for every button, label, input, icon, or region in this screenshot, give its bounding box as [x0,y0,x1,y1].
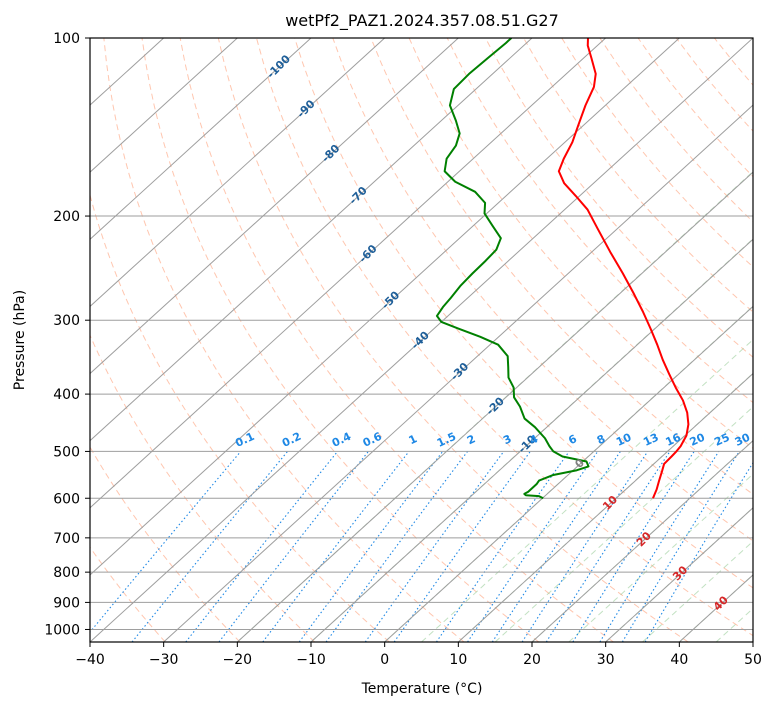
mixing-ratio-line [325,451,468,642]
y-tick-label: 400 [53,387,80,403]
x-tick-label: 0 [380,652,389,668]
dry-adiabat [294,38,753,589]
isotherm-line [90,38,533,442]
mixing-ratio-line [298,451,444,642]
x-tick-label: −30 [149,652,179,668]
isotherm-line [90,38,753,642]
x-tick-label: −10 [296,652,326,668]
isotherm-line [90,38,680,576]
isotherm-line [90,38,607,509]
dry-adiabat [446,38,753,404]
mixing-ratio-line [90,451,242,633]
mixing-ratio-line [262,451,410,642]
isotherm-line [90,38,312,241]
mixing-ratio-label: 36 [753,431,773,449]
dry-adiabat [90,546,166,642]
chart-title: wetPf2_PAZ1.2024.357.08.51.G27 [285,11,559,31]
dry-adiabat [217,38,689,642]
y-tick-label: 800 [53,565,80,581]
isotherm-line [605,507,753,642]
y-tick-label: 500 [53,444,80,460]
isotherm-line [163,104,753,642]
isotherm-line [384,305,753,642]
x-tick-label: 20 [523,652,541,668]
isotherm-line [90,38,386,308]
mixing-ratio-line [521,451,649,642]
y-tick-label: 600 [53,491,80,507]
y-tick-label: 1000 [44,622,80,638]
moist-adiabat [421,339,753,642]
mixing-ratio-line [435,451,570,642]
dry-adiabat [370,38,753,495]
mixing-ratio-line [131,451,289,642]
dry-adiabat [179,38,614,642]
dry-adiabat [408,38,753,449]
isotherm-line [531,439,753,642]
moist-adiabat [494,406,753,642]
dry-adiabat [332,38,753,542]
dry-adiabat [90,193,390,642]
x-tick-label: −40 [75,652,105,668]
isotherm-line [90,38,459,375]
mixing-ratio-line [491,451,621,642]
dry-adiabat [255,38,753,637]
moist-adiabat [642,540,753,642]
x-tick-label: 40 [670,652,688,668]
mixing-ratio-label: 20 [688,431,708,449]
y-tick-label: 200 [53,209,80,225]
y-axis-label: Pressure (hPa) [12,290,28,390]
mixing-ratio-label: 10 [614,431,634,449]
dry-adiabat [523,38,753,313]
x-tick-label: 10 [449,652,467,668]
mixing-ratio-line [621,451,740,642]
dewpoint-profile-line [435,38,590,500]
dry-adiabat [484,38,753,358]
plot-frame [89,37,754,643]
chart-grid [90,38,753,642]
chart-series [435,38,690,500]
mixing-ratio-label: 16 [663,431,683,449]
isotherm-line [90,38,238,173]
y-tick-label: 900 [53,595,80,611]
temperature-profile-line [557,38,690,499]
mixing-ratio-line [364,451,505,642]
dry-adiabat [752,38,753,40]
axis-ticks: −40 −30 −20 −10 0 10 20 30 40 50 100 200 300 400 500 60… [44,31,762,668]
dry-adiabat [141,38,540,642]
mixing-ratio-label: 30 [733,431,753,449]
y-tick-label: 100 [53,31,80,47]
mixing-ratio-line [185,451,338,642]
x-tick-label: 30 [597,652,615,668]
moist-adiabat [568,473,753,642]
x-tick-label: 50 [744,652,762,668]
mixing-ratio-line [545,451,671,642]
mixing-ratio-line [467,451,599,642]
x-axis-label: Temperature (°C) [361,681,483,697]
dry-adiabat [103,38,465,642]
isotherm-line [752,641,753,642]
isotherm-line [310,238,753,642]
mixing-ratio-label: 13 [641,431,660,449]
mixing-ratio-line [599,451,720,642]
isotherm-line [236,171,753,642]
mixing-ratio-label: 25 [712,431,731,449]
isotherm-line [457,372,753,642]
y-tick-label: 700 [53,531,80,547]
x-tick-label: −20 [223,652,253,668]
y-tick-label: 300 [53,313,80,329]
